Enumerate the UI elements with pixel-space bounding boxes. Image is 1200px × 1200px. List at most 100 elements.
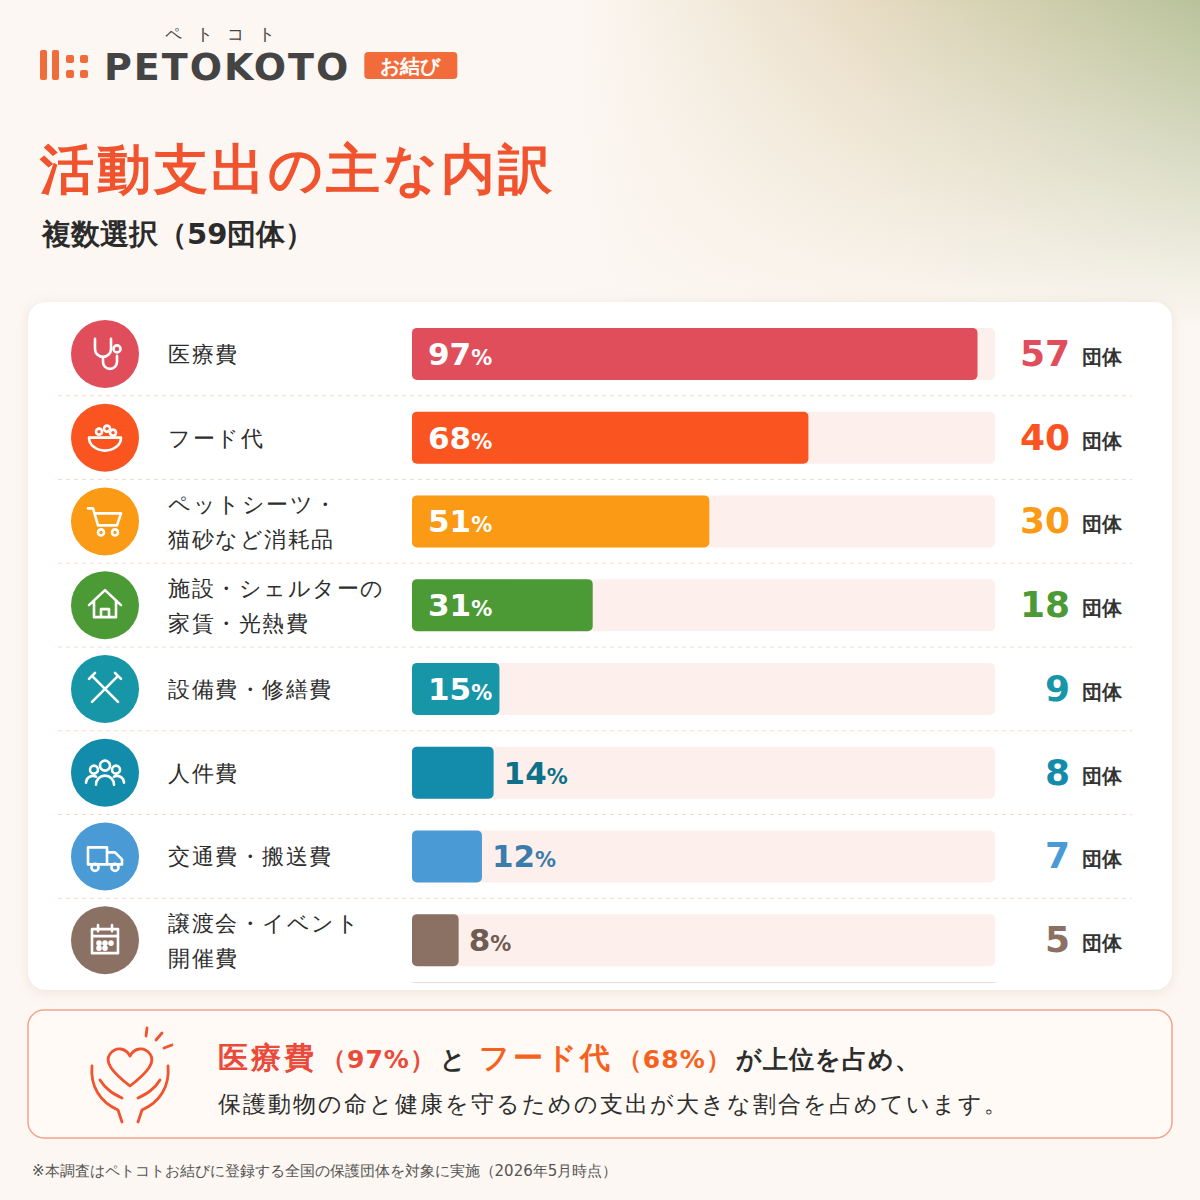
logo-mark bbox=[66, 70, 74, 78]
count-unit: 団体 bbox=[1082, 596, 1123, 620]
icon-glyph bbox=[100, 761, 110, 771]
icon-glyph bbox=[114, 345, 121, 352]
category-label: 譲渡会・イベント開催費 bbox=[168, 911, 360, 971]
icon bbox=[71, 487, 139, 555]
category-line: 譲渡会・イベント bbox=[168, 911, 360, 936]
counts: 57団体40団体30団体18団体9団体8団体7団体5団体 bbox=[1020, 333, 1123, 960]
photo-area bbox=[580, 0, 1200, 330]
row-separator bbox=[58, 647, 1132, 648]
category-label: 設備費・修繕費 bbox=[168, 677, 333, 702]
card bbox=[28, 302, 1172, 990]
bar-track bbox=[412, 328, 995, 380]
bar-track bbox=[412, 495, 995, 547]
callout-icon bbox=[92, 1028, 172, 1122]
icon-circle bbox=[71, 571, 139, 639]
logo-mark bbox=[80, 55, 88, 63]
bar bbox=[412, 663, 499, 715]
icon-glyph bbox=[89, 438, 121, 451]
icon-glyph bbox=[96, 429, 102, 435]
bars bbox=[412, 328, 978, 966]
category-line: フード代 bbox=[168, 426, 264, 451]
chart-svg: PETOKOTOペトコトお結び活動支出の主な内訳複数選択（59団体）医療費フード… bbox=[0, 0, 1200, 1200]
icon-glyph bbox=[104, 426, 110, 432]
data-label: 97% bbox=[428, 336, 492, 372]
bar-track bbox=[412, 914, 995, 966]
logo-ruby: ペトコト bbox=[165, 24, 289, 44]
callout-text: 保護動物の命と健康を守るための支出が大きな割合を占めています。 bbox=[218, 1091, 1009, 1117]
category-label: ペットシーツ・猫砂など消耗品 bbox=[168, 492, 338, 552]
bar-track bbox=[412, 412, 995, 464]
icon-glyph bbox=[112, 864, 119, 871]
data-label-number: 51 bbox=[428, 503, 471, 539]
bar-track bbox=[412, 830, 995, 882]
bar bbox=[412, 495, 709, 547]
icon bbox=[71, 655, 139, 723]
data-label: 14% bbox=[504, 755, 568, 791]
logo-mark bbox=[66, 55, 74, 63]
footnote: ※本調査はペトコトお結びに登録する全国の保護団体を対象に実施（2026年5月時点… bbox=[32, 1162, 617, 1180]
callout-icon-line bbox=[138, 1066, 168, 1122]
count-value: 5 bbox=[1045, 919, 1070, 960]
icon-glyph bbox=[98, 529, 104, 535]
data-label-unit: % bbox=[471, 513, 492, 537]
callout-text: が上位を占め、 bbox=[736, 1045, 921, 1074]
data-label-unit: % bbox=[471, 681, 492, 705]
data-label: 68% bbox=[428, 420, 492, 456]
data-label: 51% bbox=[428, 503, 492, 539]
callout-icon-line bbox=[138, 1080, 160, 1098]
data-label-unit: % bbox=[471, 346, 492, 370]
logo-mark bbox=[52, 50, 59, 80]
data-label-number: 15 bbox=[428, 671, 471, 707]
icon-glyph bbox=[110, 430, 116, 436]
axis-line bbox=[413, 982, 996, 983]
count-unit: 団体 bbox=[1082, 847, 1123, 871]
callout: 医療費（97%）とフード代（68%）が上位を占め、保護動物の命と健康を守るための… bbox=[28, 1010, 1172, 1138]
data-label: 8% bbox=[469, 922, 512, 958]
icon bbox=[71, 906, 139, 974]
icon-circle bbox=[71, 655, 139, 723]
icon-glyph bbox=[88, 847, 122, 864]
callout-icon-line bbox=[92, 1066, 122, 1122]
data-label-number: 31 bbox=[428, 587, 471, 623]
count-value: 18 bbox=[1020, 584, 1070, 625]
data-label-unit: % bbox=[471, 597, 492, 621]
category-label: 施設・シェルターの家賃・光熱費 bbox=[168, 576, 385, 636]
category-line: ペットシーツ・ bbox=[168, 492, 338, 517]
icon bbox=[71, 571, 139, 639]
bar bbox=[412, 747, 494, 799]
icon-glyph bbox=[90, 766, 98, 774]
icon-glyph bbox=[88, 508, 121, 525]
icon-glyph bbox=[92, 864, 99, 871]
row-separator bbox=[58, 814, 1132, 815]
background bbox=[0, 0, 1200, 1200]
icon-glyph bbox=[112, 529, 118, 535]
data-label: 15% bbox=[428, 671, 492, 707]
icon-glyph bbox=[110, 942, 113, 945]
data-label: 31% bbox=[428, 587, 492, 623]
badge-text: お結び bbox=[380, 54, 441, 78]
row-separator bbox=[58, 563, 1132, 564]
callout-text: 医療費 bbox=[218, 1040, 317, 1075]
icon-glyph bbox=[104, 947, 107, 950]
callout-box bbox=[28, 1010, 1172, 1138]
badge bbox=[364, 52, 457, 79]
row-separator bbox=[58, 730, 1132, 731]
category-line: 医療費 bbox=[168, 342, 239, 367]
data-label-number: 97 bbox=[428, 336, 471, 372]
count-value: 57 bbox=[1020, 333, 1070, 374]
icon-circle bbox=[71, 487, 139, 555]
icon-glyph bbox=[98, 942, 101, 945]
data-label-number: 68 bbox=[428, 420, 471, 456]
count-value: 30 bbox=[1020, 500, 1070, 541]
callout-text: フード代 bbox=[479, 1040, 613, 1075]
count-unit: 団体 bbox=[1082, 512, 1123, 536]
row-separators bbox=[58, 396, 1132, 899]
icons bbox=[71, 320, 139, 974]
category-line: 猫砂など消耗品 bbox=[168, 527, 335, 552]
data-labels: 97%68%51%31%15%14%12%8% bbox=[428, 336, 568, 958]
category-label: 人件費 bbox=[168, 761, 239, 786]
bar bbox=[412, 412, 808, 464]
icon-glyph bbox=[86, 776, 124, 785]
callout-icon-line bbox=[100, 1080, 122, 1098]
icon-glyph bbox=[89, 673, 121, 702]
